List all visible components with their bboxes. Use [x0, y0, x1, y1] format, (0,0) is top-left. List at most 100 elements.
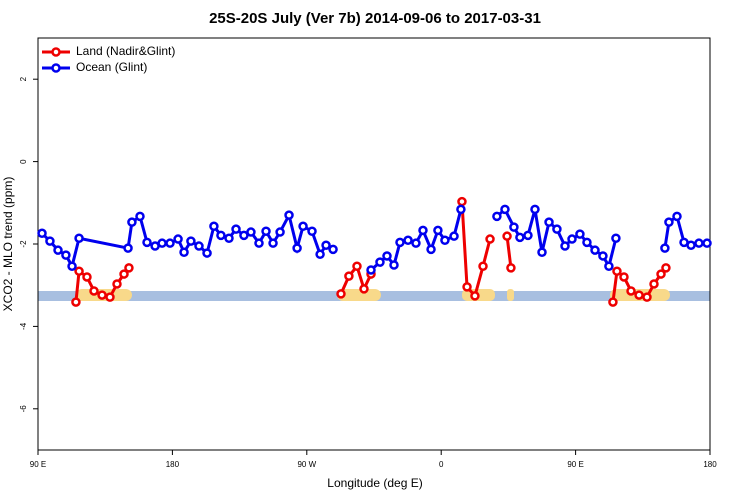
point: [307, 226, 317, 236]
point: [608, 297, 618, 307]
point: [411, 238, 421, 248]
y-tick-label: 0: [19, 159, 28, 164]
series-line: [74, 201, 668, 303]
point: [209, 221, 219, 232]
point: [275, 227, 285, 237]
point: [67, 261, 77, 271]
point: [142, 237, 152, 248]
point: [124, 263, 134, 273]
land-strip: [337, 289, 381, 301]
point: [686, 240, 696, 250]
point: [71, 297, 81, 307]
point: [105, 292, 115, 302]
point: [127, 217, 137, 227]
point: [523, 230, 533, 241]
legend-label: Land (Nadir&Glint): [76, 44, 175, 58]
x-tick-label: 90 E: [567, 460, 583, 469]
point: [440, 235, 450, 246]
x-tick-label: 0: [439, 460, 444, 469]
point: [509, 222, 519, 232]
x-tick-label: 90 E: [30, 460, 46, 469]
point: [216, 230, 226, 241]
y-tick-label: 2: [19, 76, 28, 81]
x-tick-label: 180: [703, 460, 717, 469]
point: [359, 284, 369, 294]
point: [261, 226, 271, 236]
legend-marker: [51, 47, 61, 57]
point: [45, 236, 55, 246]
point: [82, 272, 92, 282]
point: [515, 232, 525, 243]
point: [298, 221, 308, 232]
point: [382, 251, 392, 261]
point: [112, 279, 122, 289]
point: [352, 261, 362, 271]
land-strip: [507, 289, 514, 301]
point: [506, 263, 516, 273]
point: [135, 211, 145, 222]
point: [694, 238, 704, 248]
point: [284, 210, 294, 220]
point: [604, 261, 614, 271]
point: [426, 244, 436, 255]
y-axis-label: XCO2 - MLO trend (ppm): [1, 177, 15, 312]
point: [660, 243, 670, 253]
point: [315, 249, 325, 260]
point: [582, 237, 592, 248]
point: [89, 286, 99, 296]
point: [702, 238, 712, 248]
point: [552, 224, 562, 234]
point: [119, 269, 129, 279]
point: [403, 235, 413, 246]
point: [611, 233, 621, 243]
legend-marker: [51, 63, 61, 73]
point: [61, 250, 71, 260]
point: [202, 248, 212, 258]
point: [619, 272, 629, 282]
point: [656, 269, 666, 279]
point: [634, 290, 644, 300]
point: [74, 233, 84, 243]
point: [470, 291, 480, 301]
point: [173, 234, 183, 244]
x-tick-label: 180: [166, 460, 180, 469]
point: [530, 204, 540, 215]
x-tick-label: 90 W: [297, 460, 316, 469]
point: [672, 211, 682, 222]
point: [157, 238, 167, 248]
y-tick-label: -2: [19, 240, 28, 248]
plot-frame: [37, 37, 711, 451]
point: [254, 238, 264, 248]
point: [649, 279, 659, 289]
point: [53, 245, 63, 255]
point: [344, 271, 354, 281]
point: [598, 251, 608, 261]
point: [418, 225, 428, 236]
point: [590, 245, 600, 255]
point: [462, 282, 472, 292]
chart-title: 25S-20S July (Ver 7b) 2014-09-06 to 2017…: [209, 10, 541, 27]
point: [457, 196, 467, 207]
point: [179, 247, 189, 257]
point: [165, 238, 175, 248]
point: [74, 266, 84, 276]
point: [268, 238, 278, 248]
point: [239, 230, 249, 241]
point: [97, 290, 107, 300]
point: [375, 257, 385, 267]
point: [194, 241, 204, 251]
point: [661, 263, 671, 273]
point: [492, 211, 502, 222]
point: [456, 204, 466, 215]
point: [395, 237, 405, 248]
point: [231, 224, 241, 234]
point: [246, 227, 256, 237]
point: [612, 266, 622, 276]
point: [224, 233, 234, 243]
point: [537, 247, 547, 257]
y-tick-label: -4: [19, 322, 28, 330]
point: [567, 234, 577, 244]
point: [575, 229, 585, 239]
point: [642, 292, 652, 302]
